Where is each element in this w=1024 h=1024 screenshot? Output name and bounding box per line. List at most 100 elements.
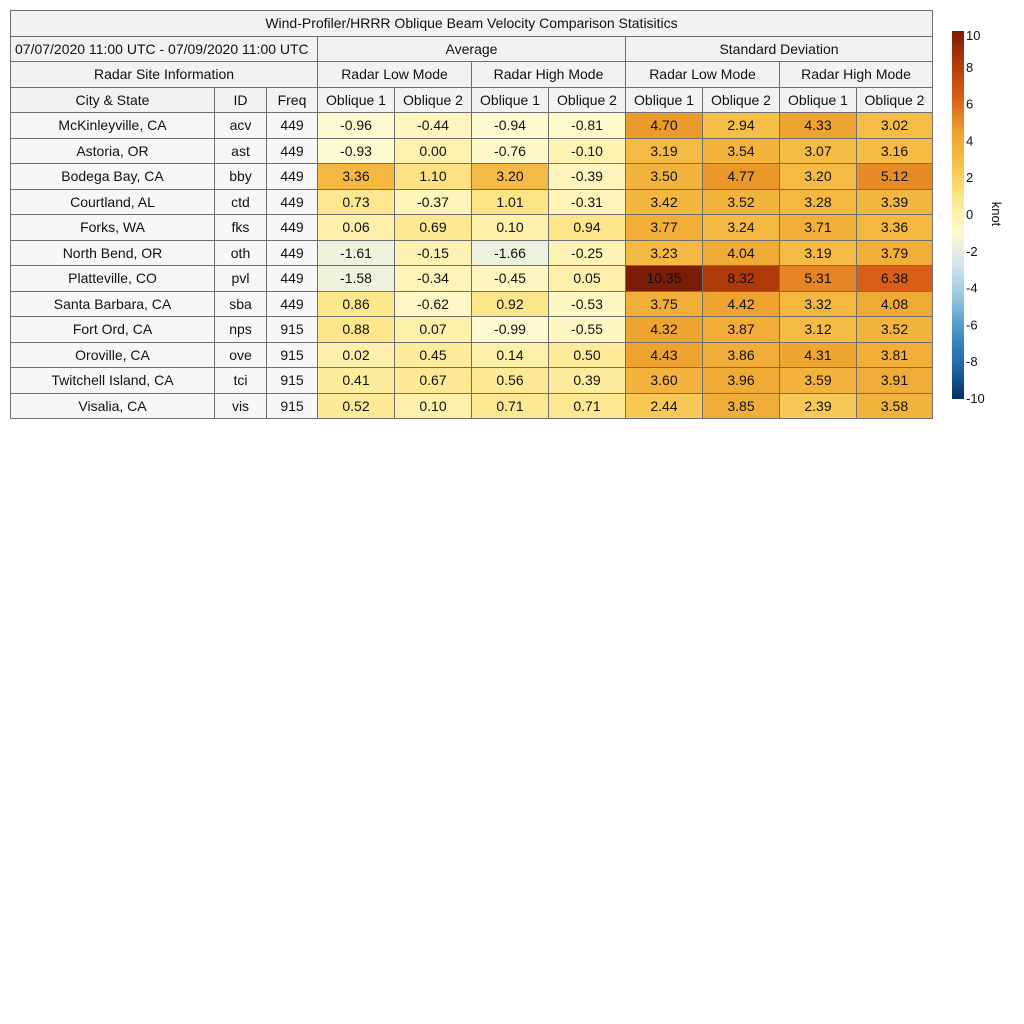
site-city-cell: Courtland, AL — [10, 188, 215, 215]
value-cell: -0.96 — [317, 112, 395, 139]
value-cell: -0.53 — [548, 290, 626, 317]
value-cell: 0.05 — [548, 265, 626, 292]
value-cell: 0.06 — [317, 214, 395, 241]
value-cell: 4.33 — [779, 112, 857, 139]
colorbar-tick-label: -6 — [966, 317, 978, 332]
site-id-cell: oth — [214, 239, 267, 266]
site-id-cell: sba — [214, 290, 267, 317]
site-freq-cell: 449 — [266, 265, 318, 292]
value-cell: 0.94 — [548, 214, 626, 241]
value-cell: 3.60 — [625, 367, 703, 394]
colorbar-tick-label: 10 — [966, 28, 980, 43]
site-city-cell: Fort Ord, CA — [10, 316, 215, 343]
value-cell: 3.96 — [702, 367, 780, 394]
value-cell: 4.43 — [625, 341, 703, 368]
value-cell: 3.81 — [856, 341, 933, 368]
site-id-cell: ove — [214, 341, 267, 368]
column-header: Oblique 2 — [702, 86, 780, 113]
value-cell: 4.31 — [779, 341, 857, 368]
stats-table: Wind-Profiler/HRRR Oblique Beam Velocity… — [10, 10, 933, 419]
site-freq-cell: 449 — [266, 137, 318, 164]
value-cell: -0.45 — [471, 265, 549, 292]
value-cell: 3.02 — [856, 112, 933, 139]
colorbar-tick-label: -2 — [966, 244, 978, 259]
value-cell: 0.00 — [394, 137, 472, 164]
value-cell: 3.36 — [317, 163, 395, 190]
value-cell: 0.88 — [317, 316, 395, 343]
average-header: Average — [317, 35, 626, 62]
table-row: Astoria, OR ast 449 -0.93 0.00 -0.76 -0.10 3.19… — [10, 137, 933, 164]
table-row: Courtland, AL ctd 449 0.73 -0.37 1.01 -0.31 3.4… — [10, 188, 933, 215]
table-row: Platteville, CO pvl 449 -1.58 -0.34 -0.45 0.05… — [10, 265, 933, 292]
site-freq-cell: 449 — [266, 239, 318, 266]
value-cell: 0.41 — [317, 367, 395, 394]
value-cell: -0.44 — [394, 112, 472, 139]
avg-high-mode-header: Radar High Mode — [471, 61, 626, 88]
site-city-cell: Santa Barbara, CA — [10, 290, 215, 317]
value-cell: 4.77 — [702, 163, 780, 190]
column-header: Freq — [266, 86, 318, 113]
table-row: Twitchell Island, CA tci 915 0.41 0.67 0.56 0.… — [10, 367, 933, 394]
value-cell: -0.62 — [394, 290, 472, 317]
site-id-cell: ctd — [214, 188, 267, 215]
value-cell: 3.75 — [625, 290, 703, 317]
std-high-mode-header: Radar High Mode — [779, 61, 933, 88]
value-cell: 0.07 — [394, 316, 472, 343]
site-freq-cell: 449 — [266, 163, 318, 190]
value-cell: 3.36 — [856, 214, 933, 241]
site-city-cell: Platteville, CO — [10, 265, 215, 292]
value-cell: 2.44 — [625, 392, 703, 419]
colorbar-gradient — [952, 31, 964, 399]
value-cell: -0.10 — [548, 137, 626, 164]
value-cell: -0.15 — [394, 239, 472, 266]
value-cell: 5.31 — [779, 265, 857, 292]
value-cell: 5.12 — [856, 163, 933, 190]
site-city-cell: Twitchell Island, CA — [10, 367, 215, 394]
site-freq-cell: 915 — [266, 367, 318, 394]
value-cell: 4.08 — [856, 290, 933, 317]
site-city-cell: McKinleyville, CA — [10, 112, 215, 139]
colorbar-tick-label: -4 — [966, 281, 978, 296]
site-city-cell: Astoria, OR — [10, 137, 215, 164]
value-cell: 0.69 — [394, 214, 472, 241]
value-cell: 3.24 — [702, 214, 780, 241]
site-id-cell: tci — [214, 367, 267, 394]
column-header: Oblique 1 — [317, 86, 395, 113]
value-cell: -0.55 — [548, 316, 626, 343]
value-cell: 4.04 — [702, 239, 780, 266]
value-cell: -1.61 — [317, 239, 395, 266]
time-period: 07/07/2020 11:00 UTC - 07/09/2020 11:00 … — [10, 35, 318, 62]
value-cell: 3.20 — [779, 163, 857, 190]
value-cell: 3.59 — [779, 367, 857, 394]
value-cell: 8.32 — [702, 265, 780, 292]
avg-low-mode-header: Radar Low Mode — [317, 61, 472, 88]
value-cell: 0.56 — [471, 367, 549, 394]
value-cell: 0.02 — [317, 341, 395, 368]
value-cell: 0.71 — [471, 392, 549, 419]
value-cell: 1.01 — [471, 188, 549, 215]
value-cell: 3.23 — [625, 239, 703, 266]
value-cell: 3.19 — [779, 239, 857, 266]
site-freq-cell: 915 — [266, 392, 318, 419]
value-cell: 3.28 — [779, 188, 857, 215]
site-freq-cell: 449 — [266, 214, 318, 241]
site-id-cell: acv — [214, 112, 267, 139]
column-header: Oblique 1 — [779, 86, 857, 113]
colorbar-label: knot — [989, 202, 1004, 227]
table-body: McKinleyville, CA acv 449 -0.96 -0.44 -0.94 -0… — [10, 112, 933, 419]
value-cell: 0.10 — [471, 214, 549, 241]
colorbar-tick-label: -10 — [966, 391, 985, 406]
value-cell: 4.70 — [625, 112, 703, 139]
site-city-cell: Visalia, CA — [10, 392, 215, 419]
colorbar-tick-label: 4 — [966, 133, 973, 148]
table-row: Santa Barbara, CA sba 449 0.86 -0.62 0.92 -0.5… — [10, 290, 933, 317]
std-low-mode-header: Radar Low Mode — [625, 61, 780, 88]
column-header: Oblique 1 — [625, 86, 703, 113]
value-cell: 3.16 — [856, 137, 933, 164]
colorbar-tick-label: 0 — [966, 207, 973, 222]
value-cell: 0.14 — [471, 341, 549, 368]
value-cell: 2.94 — [702, 112, 780, 139]
value-cell: -0.25 — [548, 239, 626, 266]
value-cell: 3.86 — [702, 341, 780, 368]
value-cell: -0.93 — [317, 137, 395, 164]
